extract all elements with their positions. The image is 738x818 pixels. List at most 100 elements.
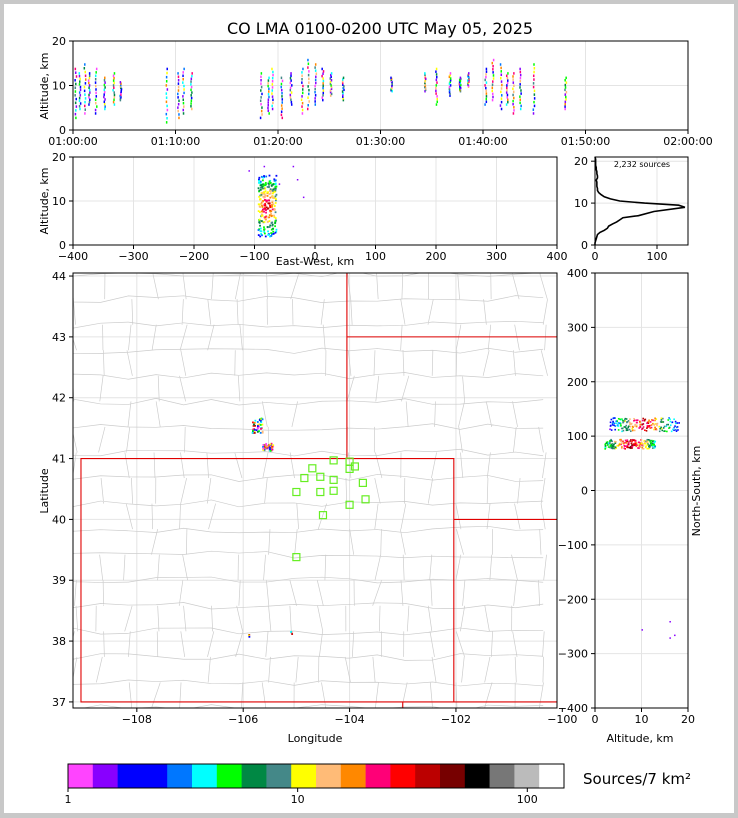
north-south-source	[619, 442, 621, 445]
time-altitude-source	[314, 100, 316, 103]
north-south-source	[654, 423, 657, 425]
north-south-source	[650, 443, 653, 445]
time-altitude-source	[458, 80, 461, 84]
east-west-source	[272, 183, 274, 186]
east-west-source	[263, 175, 265, 177]
north-south-source	[621, 446, 623, 448]
lma-station-marker	[308, 464, 317, 473]
north-south-source	[618, 443, 621, 446]
histogram-yaxis-tick-label: 0	[581, 239, 588, 252]
north-south-axis-tick-label: 0	[581, 485, 588, 498]
time-altitude-source	[84, 93, 86, 96]
east-west-source	[261, 215, 263, 217]
plan-view-source	[256, 421, 259, 423]
east-west-source	[258, 195, 261, 198]
plan-view-source	[251, 432, 254, 434]
east-west-source	[263, 226, 265, 229]
north-south-source	[639, 426, 642, 429]
time-altitude-source	[491, 83, 494, 86]
time-altitude-source	[260, 96, 262, 99]
time-altitude-source	[564, 93, 567, 96]
time-altitude-source	[512, 78, 514, 81]
time-altitude-source	[88, 76, 91, 80]
time-altitude-source	[500, 100, 503, 104]
north-south-source	[650, 426, 653, 429]
north-south-source	[626, 429, 629, 432]
north-south-source	[624, 417, 627, 420]
plan-view-source	[248, 634, 250, 637]
time-altitude-source	[513, 109, 515, 112]
north-south-source	[622, 420, 625, 423]
time-altitude-source	[177, 75, 180, 79]
time-altitude-source	[330, 78, 333, 82]
north-south-source	[646, 441, 649, 443]
time-altitude-source	[260, 72, 263, 75]
time-altitude-source	[424, 85, 426, 89]
north-south-source	[630, 442, 633, 445]
north-south-source	[666, 430, 668, 433]
east-west-source	[268, 193, 271, 195]
east-west-xaxis-tick-label: −300	[118, 250, 148, 263]
time-altitude-source	[491, 98, 494, 102]
time-altitude-source	[104, 81, 106, 84]
north-south-source	[614, 446, 617, 448]
east-west-xlabel: East-West, km	[276, 255, 354, 268]
east-west-source	[274, 186, 277, 188]
time-altitude-source	[533, 89, 536, 93]
time-altitude-source	[271, 83, 274, 86]
north-south-source	[653, 428, 655, 431]
time-altitude-source	[95, 101, 97, 105]
time-altitude-source	[268, 90, 270, 93]
north-south-source	[652, 419, 654, 422]
time-altitude-source	[449, 78, 452, 82]
time-altitude-source	[190, 77, 193, 81]
time-axis-tick-label: 01:50:00	[561, 135, 610, 148]
north-south-source	[644, 418, 647, 421]
time-altitude-source	[458, 78, 461, 82]
time-altitude-source	[485, 86, 487, 90]
east-west-source	[266, 195, 269, 197]
east-west-source	[264, 216, 267, 218]
north-south-source	[631, 440, 633, 443]
east-west-source	[262, 192, 265, 195]
time-altitude-source	[424, 83, 426, 86]
time-altitude-source	[259, 99, 262, 103]
east-west-source	[275, 174, 278, 177]
time-altitude-source	[449, 77, 452, 80]
north-south-source	[641, 423, 644, 426]
time-altitude-source	[435, 84, 438, 87]
east-west-source	[264, 217, 266, 220]
plot-frame: CO LMA 0100-0200 UTC May 05, 2025 01:00:…	[4, 4, 734, 813]
east-west-source	[269, 224, 272, 227]
time-altitude-source	[500, 70, 502, 73]
north-south-source	[674, 420, 677, 423]
north-south-source	[632, 439, 635, 442]
time-altitude-source	[112, 79, 115, 82]
east-west-source	[267, 230, 269, 233]
east-west-source	[261, 185, 264, 188]
time-altitude-source	[165, 80, 168, 83]
time-altitude-source	[166, 67, 168, 71]
time-altitude-source	[343, 88, 345, 92]
plan-view-source	[269, 443, 272, 446]
time-altitude-source	[307, 58, 309, 62]
east-west-source	[271, 224, 274, 227]
east-west-source	[263, 228, 266, 231]
histogram-line	[594, 156, 686, 245]
time-altitude-source	[94, 77, 97, 81]
north-south-source	[650, 439, 653, 442]
north-south-source	[609, 440, 611, 443]
longitude-axis-tick-label: −100	[547, 713, 577, 726]
time-altitude-source	[94, 108, 97, 112]
north-south-source	[646, 427, 648, 429]
north-south-source	[674, 422, 677, 425]
north-south-source	[669, 424, 672, 427]
time-altitude-source	[308, 81, 310, 84]
time-altitude-source	[307, 96, 309, 99]
east-west-source	[273, 214, 275, 217]
time-altitude-source	[177, 85, 180, 89]
north-south-source	[650, 444, 653, 447]
time-altitude-source	[84, 104, 86, 108]
north-south-source	[652, 440, 655, 442]
north-south-source	[635, 424, 638, 427]
